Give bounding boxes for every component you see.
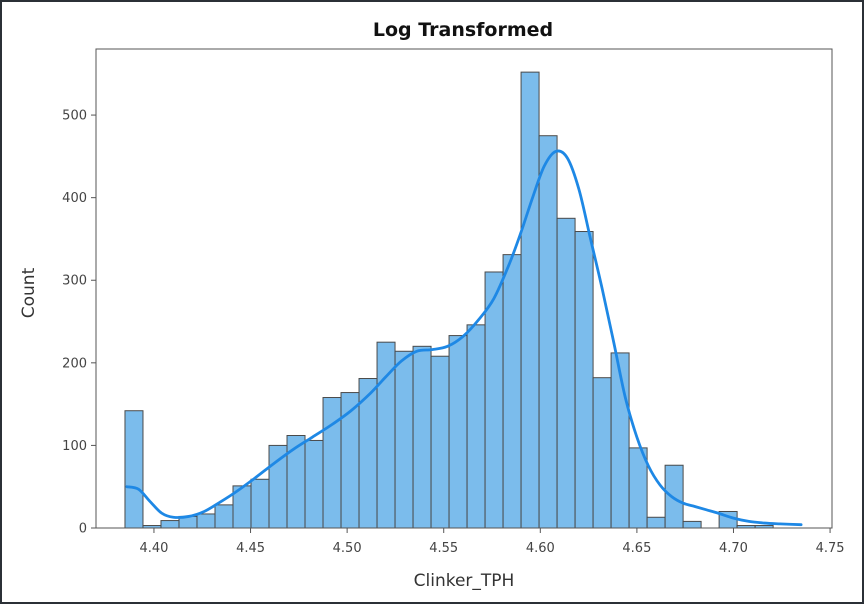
histogram-bar <box>322 397 342 529</box>
histogram-bar <box>286 435 306 529</box>
x-tick-label: 4.40 <box>139 541 168 556</box>
histogram-bar <box>412 345 432 529</box>
histogram-bar <box>394 350 414 529</box>
histogram-bar <box>466 324 486 529</box>
x-tick-label: 4.60 <box>526 541 555 556</box>
histogram-bar <box>664 464 684 529</box>
y-tick-label: 300 <box>62 274 87 289</box>
histogram-bar <box>502 254 522 529</box>
histogram-bar <box>556 217 576 529</box>
histogram-bar <box>646 516 666 529</box>
kde-curve <box>125 149 803 527</box>
histogram-bar <box>592 377 612 529</box>
histogram-bar <box>214 504 234 529</box>
chart-title: Log Transformed <box>373 19 553 41</box>
y-axis: 0 100 200 300 400 500 <box>62 109 96 537</box>
x-tick-label: 4.45 <box>236 541 265 556</box>
plot-area-frame <box>95 48 833 529</box>
x-tick-label: 4.70 <box>719 541 748 556</box>
y-tick-label: 500 <box>62 109 87 124</box>
histogram-bar <box>682 520 702 529</box>
histogram-bar <box>160 520 180 529</box>
y-tick-label: 200 <box>62 356 87 371</box>
y-tick-label: 100 <box>62 439 87 454</box>
histogram-bars <box>124 71 774 529</box>
x-tick-label: 4.50 <box>333 541 362 556</box>
y-tick-label: 400 <box>62 191 87 206</box>
histogram-bar <box>304 439 324 529</box>
x-axis-label: Clinker_TPH <box>414 571 515 591</box>
histogram-bar <box>574 231 594 529</box>
x-tick-label: 4.55 <box>429 541 458 556</box>
histogram-bar <box>538 135 558 529</box>
histogram-bar <box>430 355 450 529</box>
histogram-bar <box>520 71 540 529</box>
y-axis-label: Count <box>19 267 39 318</box>
x-axis: 4.40 4.45 4.50 4.55 4.60 4.65 4.70 4.75 <box>139 528 845 556</box>
histogram-bar <box>250 478 270 529</box>
histogram-bar <box>196 513 216 529</box>
x-tick-label: 4.65 <box>622 541 651 556</box>
x-tick-label: 4.75 <box>816 541 845 556</box>
histogram-bar <box>448 335 468 529</box>
y-tick-label: 0 <box>79 522 87 537</box>
histogram-bar <box>268 444 288 529</box>
histogram-bar <box>124 410 144 529</box>
